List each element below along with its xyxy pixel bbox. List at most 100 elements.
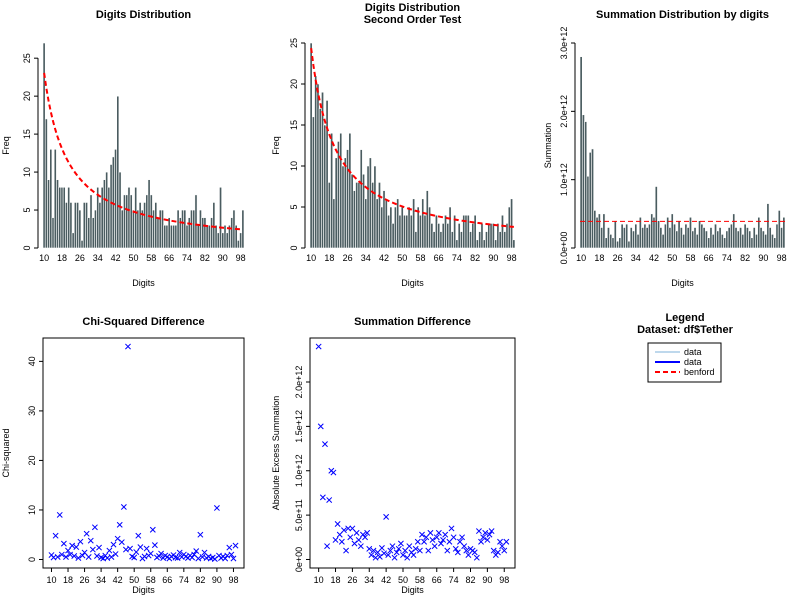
p2-xtick-label: 58: [415, 253, 425, 263]
p4-point: [116, 521, 123, 528]
p3-bar: [636, 234, 640, 249]
p1-bar: [58, 186, 62, 249]
p2-bar: [357, 182, 361, 249]
p3-bar: [739, 227, 743, 249]
p3-bar: [650, 213, 654, 249]
p3-ytick-label: 3.0e+12: [559, 27, 569, 60]
p1-bar: [152, 209, 155, 249]
p2-bar: [387, 214, 391, 249]
p5-xtick-label: 10: [314, 575, 324, 585]
p2-bar: [393, 206, 397, 249]
p5-xtick-label: 66: [432, 575, 442, 585]
p4-point: [79, 552, 86, 559]
p4-point: [120, 504, 127, 510]
p4-point: [143, 545, 150, 552]
p5-ytick-label: 0e+00: [294, 547, 304, 572]
p1-bar: [136, 209, 140, 249]
p2-y-axis-label: Freq: [271, 136, 281, 155]
p5-point: [381, 550, 387, 557]
p4-point: [127, 545, 134, 552]
p4-point: [94, 553, 100, 559]
panel-chi-squared-difference: Chi-Squared Difference Digits Chi-squared 1…: [1, 316, 245, 595]
p5-point: [475, 528, 482, 535]
p1-bar: [138, 202, 142, 249]
p5-point: [315, 343, 322, 350]
p2-bar: [494, 239, 498, 249]
p4-xtick-label: 50: [129, 575, 139, 585]
p5-ytick-label: 5.0e+11: [294, 499, 304, 531]
p3-bar: [682, 234, 686, 249]
p3-bar: [743, 223, 747, 249]
p2-bar: [473, 214, 477, 249]
p2-bar: [432, 231, 436, 249]
p4-point: [118, 539, 125, 546]
p2-bar: [446, 223, 450, 249]
p1-xtick-label: 74: [182, 253, 192, 263]
p1-xtick-label: 98: [236, 253, 246, 263]
p3-bar: [761, 230, 765, 249]
p2-bar: [503, 231, 507, 249]
p2-bar: [457, 223, 461, 249]
p4-point: [193, 548, 200, 555]
p4-xtick-label: 58: [146, 575, 156, 585]
p5-title-0: Summation Difference: [354, 316, 471, 328]
p2-bar: [403, 214, 406, 249]
p3-bar: [757, 216, 761, 249]
p3-bar: [709, 227, 713, 249]
p3-bar: [730, 223, 733, 249]
p2-bar: [330, 132, 334, 249]
p4-point: [108, 554, 115, 560]
p3-bar: [759, 227, 763, 249]
p2-bar: [334, 157, 338, 249]
p3-bar: [675, 230, 679, 249]
p2-bar: [366, 165, 370, 249]
p3-bar: [625, 223, 629, 249]
p1-bar: [69, 202, 73, 249]
p1-bar: [123, 194, 126, 249]
p2-bar: [441, 223, 445, 249]
p3-bar: [645, 227, 649, 249]
p4-point: [230, 555, 237, 562]
p3-bar: [591, 148, 594, 249]
p2-bar: [373, 165, 377, 249]
p3-ytick-label: 2.0e+12: [559, 95, 569, 128]
p3-bar: [707, 237, 711, 249]
p1-bar: [205, 224, 209, 249]
p1-bar: [103, 179, 106, 249]
p2-bar: [471, 223, 475, 249]
p3-bar: [766, 203, 770, 249]
p2-bar: [455, 239, 459, 249]
p1-bar: [190, 209, 193, 249]
legend-title: Legend: [665, 312, 704, 324]
p5-point: [378, 544, 385, 551]
p5-xtick-label: 26: [347, 575, 357, 585]
p2-bar: [407, 206, 411, 249]
p5-xtick-label: 74: [449, 575, 459, 585]
p1-bar: [132, 209, 135, 249]
p5-point: [347, 534, 354, 541]
p2-ytick-label: 10: [289, 161, 299, 171]
p5-point: [387, 547, 394, 554]
p4-point: [52, 532, 59, 539]
p2-xtick-label: 42: [379, 253, 389, 263]
p2-bar: [311, 116, 315, 249]
p4-point: [56, 511, 63, 518]
p1-bar: [114, 148, 118, 249]
p3-bar: [736, 230, 740, 249]
p3-xtick-label: 18: [594, 253, 604, 263]
panel-summation-distribution: Summation Distribution by digits Digits Su…: [543, 9, 787, 288]
p5-point: [486, 531, 493, 538]
p3-xtick-label: 42: [649, 253, 659, 263]
p3-bar: [745, 227, 749, 249]
p2-ytick-label: 5: [289, 204, 299, 209]
p2-bar: [384, 198, 388, 249]
p4-ytick-label: 10: [27, 505, 37, 515]
p3-xtick-label: 74: [722, 253, 732, 263]
p1-bar: [47, 179, 51, 249]
p4-point: [228, 551, 235, 558]
p1-bar: [100, 186, 104, 249]
p2-bar: [348, 132, 352, 249]
p5-point: [322, 441, 328, 448]
p5-point: [391, 554, 398, 561]
p2-bar: [423, 214, 427, 249]
